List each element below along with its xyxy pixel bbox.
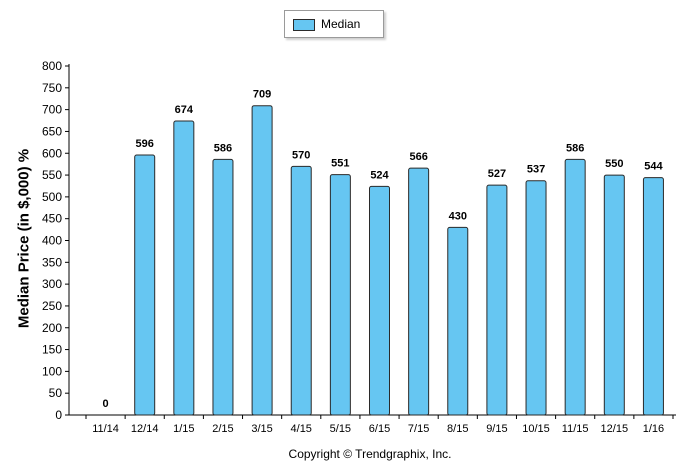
y-tick-label: 0: [55, 408, 62, 422]
x-tick-label: 12/15: [601, 423, 629, 435]
x-tick-label: 7/15: [408, 423, 429, 435]
bar: [329, 174, 351, 416]
x-tick-label: 8/15: [447, 423, 468, 435]
bar: [447, 226, 469, 416]
bar: [525, 180, 547, 416]
y-tick-label: 800: [42, 59, 62, 73]
x-tick-label: 9/15: [486, 423, 507, 435]
bar-value-label: 527: [488, 168, 506, 180]
bar: [564, 158, 586, 416]
x-tick-label: 11/14: [92, 423, 119, 435]
bar-value-label: 430: [449, 210, 467, 222]
bar: [369, 185, 390, 416]
y-tick-label: 500: [42, 190, 62, 204]
bar-value-label: 0: [103, 398, 109, 410]
y-tick-label: 600: [42, 146, 62, 160]
bar: [290, 165, 312, 416]
data-labels: 0 596 674 586 709 570 551 524 566 430 527 537 586 550…: [103, 89, 664, 410]
bar-value-label: 524: [370, 169, 389, 181]
bar-value-label: 586: [214, 142, 232, 154]
y-tick-label: 150: [42, 343, 62, 357]
y-tick-label: 100: [42, 364, 62, 378]
y-tick-label: 650: [42, 124, 62, 138]
y-tick-label: 50: [49, 386, 63, 400]
copyright-text: Copyright © Trendgraphix, Inc.: [288, 447, 452, 461]
y-tick-label: 350: [42, 255, 62, 269]
bar-value-label: 570: [292, 149, 310, 161]
y-tick-label: 450: [42, 212, 62, 226]
bar-value-label: 544: [644, 161, 663, 173]
y-tick-label: 400: [42, 234, 62, 248]
bar: [251, 105, 273, 416]
x-tick-label: 1/15: [173, 423, 194, 435]
legend-swatch-median: [293, 19, 315, 31]
y-tick-label: 700: [42, 103, 62, 117]
bars: [134, 105, 664, 416]
y-tick-label: 750: [42, 81, 62, 95]
x-tick-label: 6/15: [369, 423, 390, 435]
bar-value-label: 709: [253, 89, 271, 101]
y-tick-label: 300: [42, 277, 62, 291]
bar: [486, 184, 508, 416]
legend-label-median: Median: [321, 17, 361, 31]
bar-value-label: 537: [527, 164, 545, 176]
bar-value-label: 586: [566, 142, 584, 154]
bar-value-label: 551: [331, 158, 349, 170]
y-tick-label: 250: [42, 299, 62, 313]
bar-value-label: 550: [605, 158, 623, 170]
x-tick-label: 4/15: [291, 423, 312, 435]
legend: Median: [284, 10, 384, 38]
axes: 0 50 100 150 200 250 300 350 400 450 500 550 600 650 7…: [42, 59, 676, 435]
bar: [408, 167, 430, 416]
bar-value-label: 674: [175, 104, 194, 116]
x-tick-label: 1/16: [643, 423, 664, 435]
x-tick-label: 3/15: [251, 423, 272, 435]
bar: [134, 154, 156, 416]
y-tick-label: 550: [42, 168, 62, 182]
bar: [212, 158, 234, 416]
x-tick-label: 11/15: [562, 423, 589, 435]
y-tick-label: 200: [42, 321, 62, 335]
x-tick-label: 2/15: [212, 423, 233, 435]
x-tick-label: 5/15: [330, 423, 351, 435]
bar-value-label: 566: [409, 151, 427, 163]
bar: [603, 174, 625, 416]
bar-value-label: 596: [136, 138, 154, 150]
x-tick-label: 10/15: [522, 423, 550, 435]
x-tick-label: 12/14: [131, 423, 159, 435]
bar: [642, 177, 664, 416]
bar: [173, 120, 195, 416]
